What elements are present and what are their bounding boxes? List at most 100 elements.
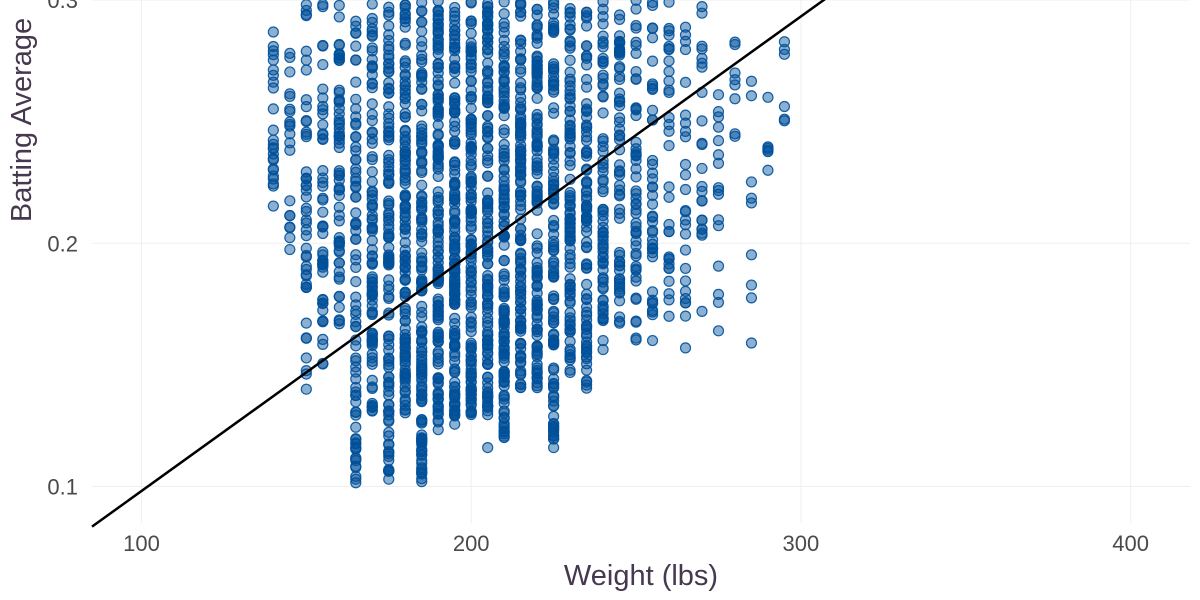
data-point-1363 [498, 90, 510, 102]
data-point-582 [399, 2, 411, 14]
data-point-260 [350, 381, 362, 394]
data-point-360 [366, 258, 378, 270]
data-point-2136 [646, 243, 659, 255]
data-point-259 [350, 406, 362, 418]
data-point-1306 [498, 138, 510, 151]
data-point-1095 [465, 27, 477, 39]
data-point-2135 [646, 104, 659, 116]
data-point-225 [350, 477, 362, 489]
data-point-575 [399, 308, 411, 320]
data-point-82 [300, 94, 312, 106]
data-point-1961 [597, 334, 609, 347]
data-point-1517 [515, 338, 527, 350]
data-point-1140 [465, 354, 477, 366]
data-point-1682 [548, 107, 560, 119]
data-point-995 [449, 168, 461, 181]
data-point-253 [350, 421, 362, 433]
data-point-374 [383, 34, 395, 47]
data-point-1630 [531, 191, 543, 203]
data-point-2144 [646, 158, 659, 170]
data-point-1905 [580, 320, 593, 332]
data-point-1128 [465, 299, 477, 311]
data-point-41 [284, 222, 296, 234]
data-point-255 [350, 352, 362, 364]
data-point-316 [366, 53, 378, 66]
data-point-437 [383, 290, 395, 303]
data-point-117 [317, 304, 329, 316]
data-point-514 [399, 203, 411, 215]
data-point-847 [432, 416, 444, 428]
data-point-587 [399, 342, 411, 354]
data-point-23 [267, 82, 279, 94]
data-point-371 [383, 65, 395, 78]
data-point-2265 [300, 383, 312, 395]
data-point-571 [399, 189, 411, 201]
data-point-855 [432, 9, 444, 22]
data-point-2248 [745, 249, 758, 261]
data-point-1991 [597, 230, 609, 243]
data-point-2237 [729, 93, 741, 105]
data-point-470 [383, 380, 395, 392]
data-point-990 [449, 266, 461, 278]
data-point-996 [449, 107, 461, 119]
data-point-2236 [712, 106, 725, 118]
data-point-263 [350, 54, 362, 66]
data-point-2194 [679, 35, 692, 48]
data-point-1724 [548, 221, 560, 233]
data-point-219 [350, 207, 362, 219]
data-point-2047 [613, 203, 626, 215]
data-point-305 [366, 225, 378, 237]
data-point-708 [416, 157, 428, 169]
data-point-1839 [564, 273, 576, 285]
data-point-556 [399, 323, 411, 335]
data-point-1111 [465, 189, 477, 201]
data-point-1663 [548, 0, 560, 8]
data-point-2273 [762, 91, 774, 103]
data-point-915 [449, 77, 461, 89]
data-point-2006 [613, 73, 626, 86]
data-point-2261 [383, 473, 395, 485]
data-point-798 [432, 61, 444, 74]
data-point-1638 [531, 323, 543, 336]
data-point-315 [366, 0, 378, 10]
data-point-250 [350, 396, 362, 408]
data-point-1001 [449, 341, 461, 353]
data-point-2050 [613, 315, 626, 328]
data-point-1636 [531, 72, 543, 84]
data-point-1741 [548, 317, 560, 329]
x-tick-label-3: 400 [1112, 531, 1149, 556]
data-point-2170 [663, 191, 675, 203]
data-point-1272 [482, 217, 494, 229]
data-point-13 [267, 45, 279, 57]
data-point-69 [300, 202, 312, 214]
data-point-104 [317, 40, 329, 52]
data-point-1117 [465, 207, 477, 219]
data-point-1981 [597, 307, 609, 320]
data-point-1523 [515, 0, 527, 9]
data-point-703 [416, 25, 428, 37]
data-point-24 [267, 64, 279, 76]
data-point-680 [416, 457, 428, 469]
data-point-465 [383, 253, 395, 265]
data-point-1339 [498, 82, 510, 94]
data-point-1096 [465, 270, 477, 283]
data-point-594 [399, 381, 411, 393]
data-point-583 [399, 146, 411, 158]
data-point-2032 [613, 169, 626, 181]
data-point-87 [300, 260, 312, 272]
data-point-443 [383, 359, 395, 371]
data-point-1978 [597, 258, 609, 270]
data-point-542 [399, 250, 411, 262]
data-point-89 [300, 172, 312, 184]
data-point-1489 [515, 166, 527, 178]
data-point-43 [284, 88, 296, 100]
data-point-270 [350, 320, 362, 332]
data-point-31 [284, 51, 296, 64]
data-point-1980 [597, 294, 609, 306]
data-point-1118 [465, 84, 477, 96]
data-point-455 [383, 168, 395, 180]
data-point-238 [350, 15, 362, 27]
data-point-2156 [663, 29, 675, 41]
data-point-61 [300, 64, 312, 76]
data-point-485 [399, 21, 411, 33]
